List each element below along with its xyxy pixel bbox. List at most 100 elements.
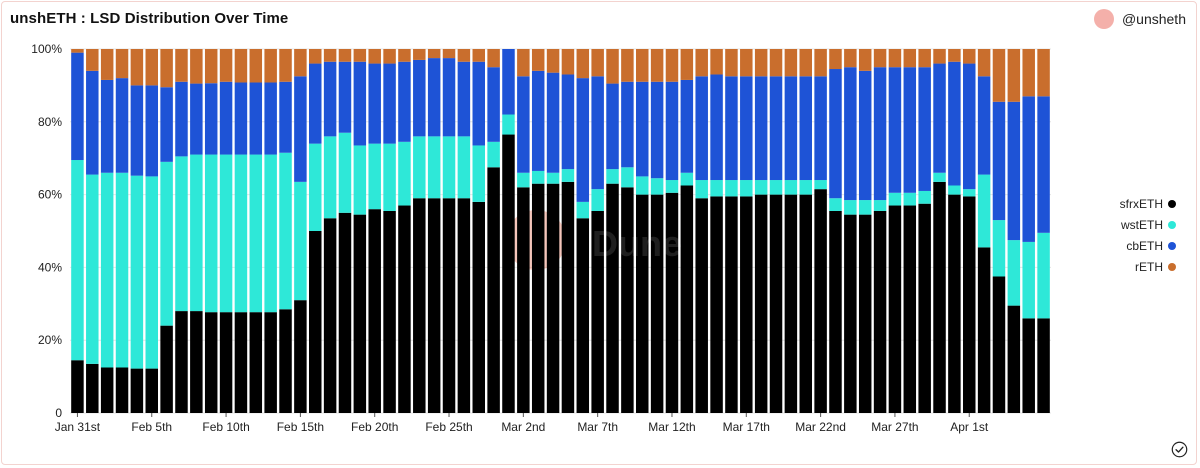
bar-segment-cbETH bbox=[561, 74, 575, 170]
bar-segment-wstETH bbox=[457, 136, 471, 199]
bar-segment-rETH bbox=[680, 49, 694, 80]
bar-segment-rETH bbox=[844, 49, 857, 68]
bar-segment-rETH bbox=[1022, 49, 1035, 97]
bar-segment-wstETH bbox=[546, 172, 560, 184]
bar-segment-sfrxETH bbox=[502, 134, 515, 414]
bar-segment-wstETH bbox=[413, 136, 426, 199]
bar-segment-wstETH bbox=[190, 154, 203, 312]
bar-segment-cbETH bbox=[219, 81, 233, 155]
bar-segment-sfrxETH bbox=[1037, 318, 1050, 413]
bar-segment-rETH bbox=[309, 49, 322, 64]
bar-segment-rETH bbox=[427, 49, 441, 59]
bar-segment-sfrxETH bbox=[992, 276, 1006, 413]
bar-segment-rETH bbox=[814, 49, 827, 77]
bar-segment-wstETH bbox=[858, 200, 872, 215]
bar-segment-cbETH bbox=[888, 67, 902, 193]
bar-segment-sfrxETH bbox=[160, 325, 173, 413]
bar-segment-cbETH bbox=[353, 61, 367, 146]
bar-segment-wstETH bbox=[353, 145, 367, 215]
bar-segment-rETH bbox=[71, 49, 84, 53]
bar-segment-sfrxETH bbox=[383, 210, 396, 413]
bar-segment-rETH bbox=[130, 49, 144, 86]
bar-segment-sfrxETH bbox=[873, 210, 887, 413]
bar-segment-rETH bbox=[992, 49, 1006, 102]
bar-segment-rETH bbox=[115, 49, 129, 79]
bar-segment-rETH bbox=[219, 49, 233, 82]
bar-segment-sfrxETH bbox=[294, 300, 307, 413]
bar-segment-wstETH bbox=[323, 136, 337, 219]
bar-segment-sfrxETH bbox=[100, 367, 114, 413]
bar-segment-cbETH bbox=[799, 76, 812, 181]
bar-segment-wstETH bbox=[1007, 240, 1021, 306]
bar-segment-cbETH bbox=[383, 63, 396, 144]
bar-segment-rETH bbox=[858, 49, 872, 71]
bar-segment-wstETH bbox=[264, 154, 277, 313]
bar-segment-wstETH bbox=[576, 201, 590, 219]
bar-segment-sfrxETH bbox=[695, 198, 708, 413]
bar-segment-cbETH bbox=[858, 70, 872, 201]
bar-segment-cbETH bbox=[457, 61, 471, 137]
bar-segment-sfrxETH bbox=[918, 203, 931, 413]
bar-segment-cbETH bbox=[279, 81, 292, 153]
bar-segment-cbETH bbox=[844, 67, 857, 201]
bar-segment-rETH bbox=[740, 49, 753, 77]
legend-label-rETH: rETH bbox=[1135, 260, 1163, 274]
bar-segment-cbETH bbox=[368, 63, 381, 144]
bar-segment-sfrxETH bbox=[606, 183, 619, 413]
watermark-text: Dune bbox=[592, 223, 682, 264]
bar-segment-rETH bbox=[413, 49, 426, 60]
bar-segment-wstETH bbox=[665, 180, 679, 193]
bar-segment-sfrxETH bbox=[145, 368, 158, 413]
bar-segment-rETH bbox=[279, 49, 292, 82]
bar-segment-wstETH bbox=[338, 132, 352, 213]
bar-segment-sfrxETH bbox=[204, 312, 218, 413]
bar-segment-cbETH bbox=[621, 81, 634, 168]
bar-segment-wstETH bbox=[933, 172, 946, 182]
bar-segment-cbETH bbox=[130, 85, 144, 176]
bar-segment-wstETH bbox=[249, 154, 263, 313]
bar-segment-sfrxETH bbox=[517, 187, 530, 413]
bar-segment-rETH bbox=[234, 49, 248, 83]
bar-segment-sfrxETH bbox=[413, 198, 426, 413]
bar-segment-wstETH bbox=[606, 169, 619, 184]
legend-dot-rETH bbox=[1168, 263, 1176, 271]
bar-segment-rETH bbox=[86, 49, 99, 71]
bar-segment-cbETH bbox=[591, 76, 604, 190]
bar-segment-rETH bbox=[948, 49, 961, 62]
bar-segment-rETH bbox=[160, 49, 173, 88]
bar-segment-rETH bbox=[338, 49, 352, 62]
bar-segment-cbETH bbox=[204, 83, 218, 155]
legend-dot-wstETH bbox=[1168, 221, 1176, 229]
author-badge[interactable]: @unsheth bbox=[1093, 9, 1186, 29]
bar-segment-cbETH bbox=[472, 61, 485, 146]
check-circle-icon[interactable] bbox=[1171, 441, 1188, 458]
bar-segment-rETH bbox=[517, 49, 530, 77]
bar-segment-cbETH bbox=[873, 67, 887, 201]
bar-segment-wstETH bbox=[502, 114, 515, 135]
bar-segment-sfrxETH bbox=[338, 212, 352, 413]
bar-segment-wstETH bbox=[145, 176, 158, 369]
bar-segment-sfrxETH bbox=[219, 312, 233, 413]
bar-segment-sfrxETH bbox=[725, 196, 738, 413]
bar-segment-wstETH bbox=[650, 178, 664, 195]
bar-segment-wstETH bbox=[725, 180, 738, 197]
bar-segment-rETH bbox=[829, 49, 842, 70]
bar-segment-wstETH bbox=[531, 170, 545, 184]
bar-segment-rETH bbox=[933, 49, 946, 64]
bar-segment-cbETH bbox=[413, 59, 426, 137]
bar-segment-wstETH bbox=[279, 152, 292, 310]
bar-segment-rETH bbox=[383, 49, 396, 64]
bar-segment-rETH bbox=[754, 49, 768, 77]
bar-segment-wstETH bbox=[844, 200, 857, 215]
bar-segment-sfrxETH bbox=[636, 194, 649, 413]
bar-segment-wstETH bbox=[829, 198, 842, 211]
bar-segment-wstETH bbox=[160, 161, 173, 326]
bar-segment-sfrxETH bbox=[86, 363, 99, 413]
bar-segment-rETH bbox=[769, 49, 783, 77]
author-handle[interactable]: @unsheth bbox=[1121, 11, 1186, 27]
bar-segment-cbETH bbox=[710, 74, 723, 181]
bar-segment-sfrxETH bbox=[650, 194, 664, 413]
bar-segment-rETH bbox=[546, 49, 560, 73]
bar-segment-cbETH bbox=[725, 76, 738, 181]
